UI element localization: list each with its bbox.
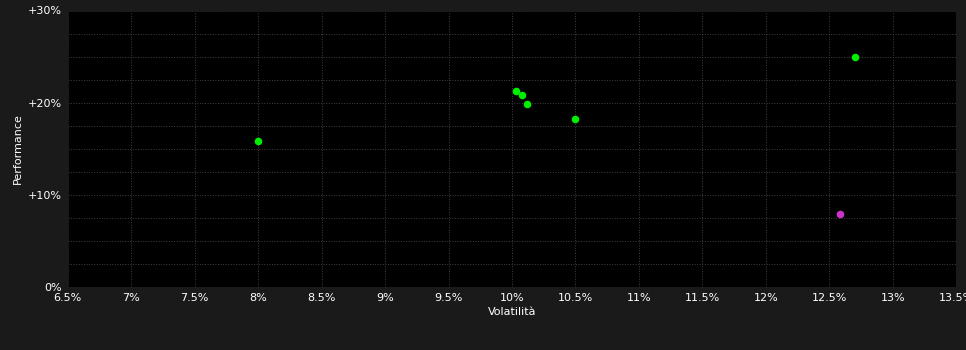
Point [250,139,266,144]
Point [568,117,583,122]
Point [832,211,847,217]
Point [515,92,530,98]
Point [847,54,863,60]
Point [520,101,535,106]
X-axis label: Volatilità: Volatilità [488,307,536,317]
Y-axis label: Performance: Performance [13,113,22,184]
Point [508,88,524,93]
